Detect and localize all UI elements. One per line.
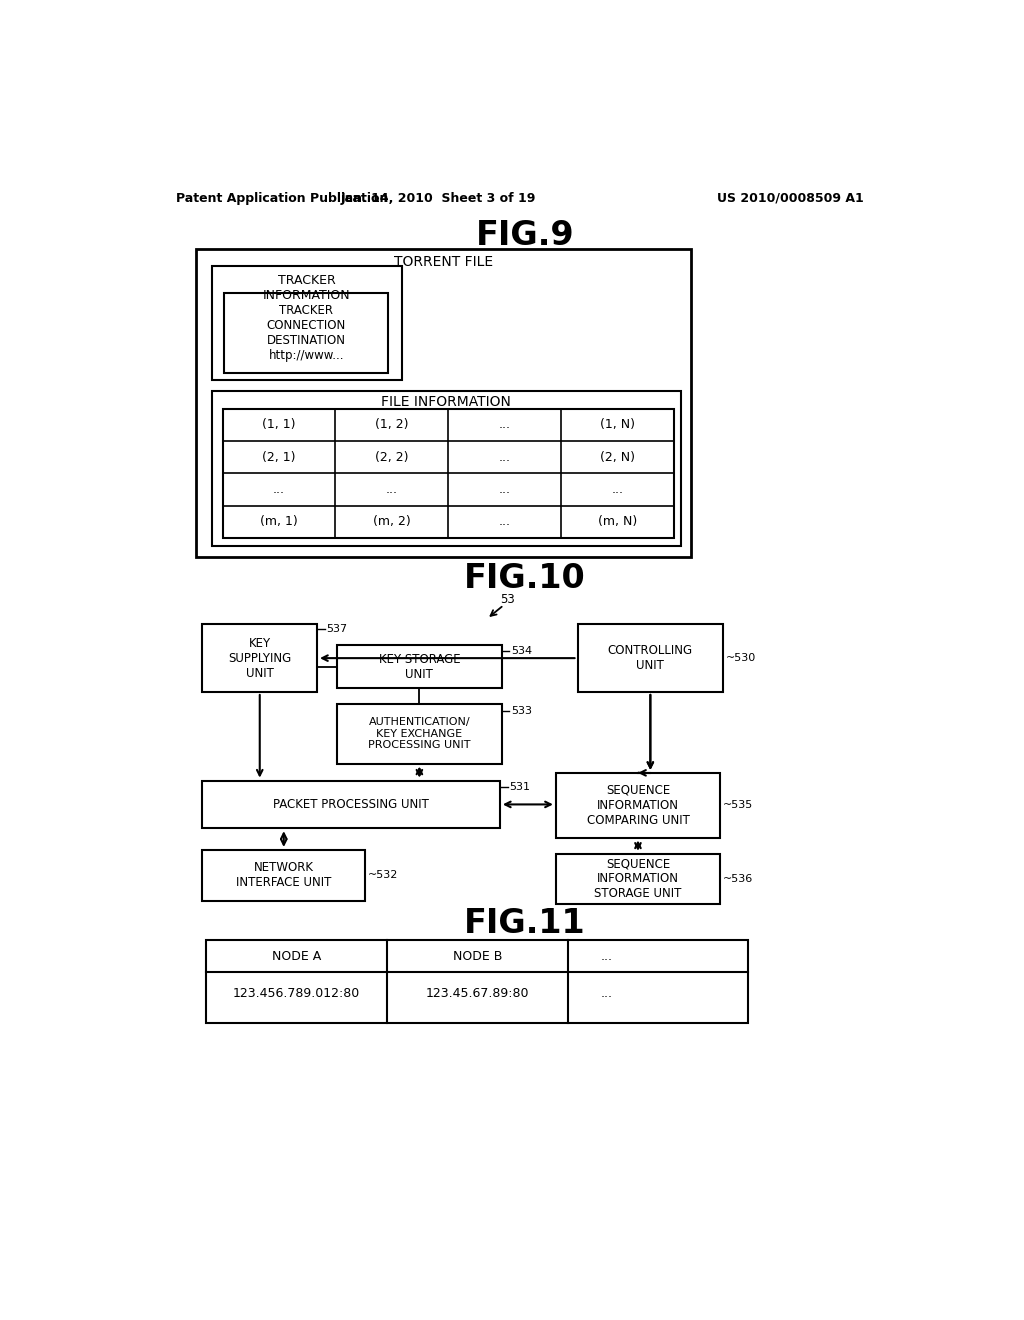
Text: FIG.11: FIG.11 bbox=[464, 907, 586, 940]
Text: 123.456.789.012:80: 123.456.789.012:80 bbox=[232, 987, 359, 1001]
Bar bbox=[197, 249, 690, 557]
Text: Patent Application Publication: Patent Application Publication bbox=[176, 191, 388, 205]
Bar bbox=[206, 940, 748, 1023]
Text: 53: 53 bbox=[501, 593, 515, 606]
Bar bbox=[203, 780, 500, 829]
Bar bbox=[212, 391, 681, 546]
Text: ...: ... bbox=[499, 515, 510, 528]
Bar bbox=[203, 850, 366, 900]
Text: (1, 2): (1, 2) bbox=[375, 418, 409, 432]
Bar bbox=[556, 774, 720, 838]
Text: US 2010/0008509 A1: US 2010/0008509 A1 bbox=[717, 191, 864, 205]
Text: 537: 537 bbox=[327, 624, 347, 634]
Text: (2, 2): (2, 2) bbox=[375, 450, 409, 463]
Text: (2, N): (2, N) bbox=[600, 450, 635, 463]
Bar bbox=[337, 645, 502, 688]
Bar bbox=[556, 854, 720, 904]
Text: (1, 1): (1, 1) bbox=[262, 418, 296, 432]
Text: ~535: ~535 bbox=[723, 800, 754, 810]
Text: (1, N): (1, N) bbox=[600, 418, 635, 432]
Text: TORRENT FILE: TORRENT FILE bbox=[394, 255, 493, 268]
Text: (m, 1): (m, 1) bbox=[260, 515, 298, 528]
Text: ...: ... bbox=[499, 450, 510, 463]
Bar bbox=[203, 624, 317, 692]
Text: ...: ... bbox=[386, 483, 397, 496]
Text: ...: ... bbox=[601, 987, 613, 1001]
Text: ~530: ~530 bbox=[726, 653, 757, 663]
Text: ...: ... bbox=[611, 483, 624, 496]
Text: ...: ... bbox=[273, 483, 285, 496]
Text: ...: ... bbox=[499, 418, 510, 432]
Text: NODE B: NODE B bbox=[453, 949, 502, 962]
Text: FILE INFORMATION: FILE INFORMATION bbox=[381, 396, 511, 409]
Text: TRACKER
CONNECTION
DESTINATION
http://www...: TRACKER CONNECTION DESTINATION http://ww… bbox=[266, 304, 346, 362]
Text: 533: 533 bbox=[511, 706, 531, 717]
Text: KEY STORAGE
UNIT: KEY STORAGE UNIT bbox=[379, 652, 460, 681]
Text: ~536: ~536 bbox=[723, 874, 754, 883]
Text: (2, 1): (2, 1) bbox=[262, 450, 296, 463]
Bar bbox=[212, 267, 401, 380]
Text: FIG.10: FIG.10 bbox=[464, 561, 586, 594]
Text: KEY
SUPPLYING
UNIT: KEY SUPPLYING UNIT bbox=[228, 636, 292, 680]
Text: 531: 531 bbox=[509, 781, 530, 792]
Bar bbox=[224, 293, 388, 374]
Bar bbox=[337, 704, 502, 763]
Text: AUTHENTICATION/
KEY EXCHANGE
PROCESSING UNIT: AUTHENTICATION/ KEY EXCHANGE PROCESSING … bbox=[369, 717, 471, 750]
Bar bbox=[222, 409, 674, 539]
Text: PACKET PROCESSING UNIT: PACKET PROCESSING UNIT bbox=[273, 797, 429, 810]
Bar bbox=[578, 624, 723, 692]
Text: NETWORK
INTERFACE UNIT: NETWORK INTERFACE UNIT bbox=[237, 861, 332, 890]
Text: ...: ... bbox=[499, 483, 510, 496]
Text: 123.45.67.89:80: 123.45.67.89:80 bbox=[426, 987, 529, 1001]
Text: FIG.9: FIG.9 bbox=[475, 219, 574, 252]
Text: Jan. 14, 2010  Sheet 3 of 19: Jan. 14, 2010 Sheet 3 of 19 bbox=[340, 191, 536, 205]
Text: TRACKER
INFORMATION: TRACKER INFORMATION bbox=[263, 273, 350, 302]
Text: (m, N): (m, N) bbox=[598, 515, 637, 528]
Text: CONTROLLING
UNIT: CONTROLLING UNIT bbox=[608, 644, 693, 672]
Text: NODE A: NODE A bbox=[271, 949, 321, 962]
Text: (m, 2): (m, 2) bbox=[373, 515, 411, 528]
Text: SEQUENCE
INFORMATION
COMPARING UNIT: SEQUENCE INFORMATION COMPARING UNIT bbox=[587, 784, 689, 826]
Text: 534: 534 bbox=[511, 647, 532, 656]
Text: SEQUENCE
INFORMATION
STORAGE UNIT: SEQUENCE INFORMATION STORAGE UNIT bbox=[594, 857, 682, 900]
Text: ...: ... bbox=[601, 949, 613, 962]
Text: ~532: ~532 bbox=[369, 870, 398, 880]
